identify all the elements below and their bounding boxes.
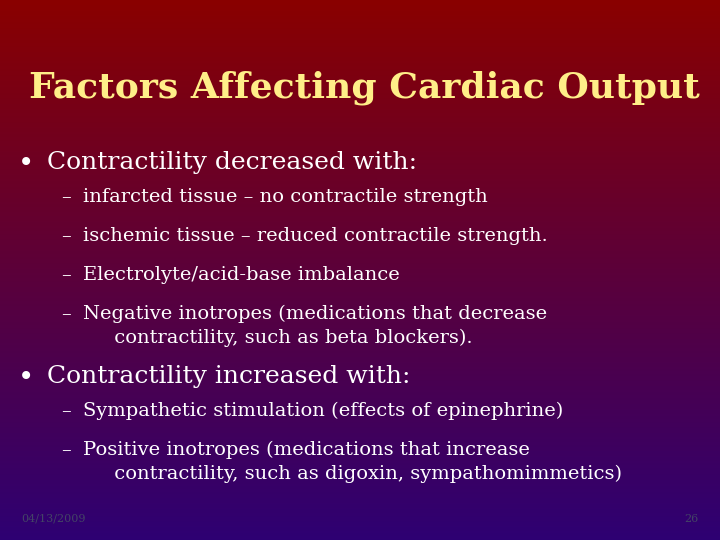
- Text: Positive inotropes (medications that increase
     contractility, such as digoxi: Positive inotropes (medications that inc…: [83, 441, 622, 483]
- Text: •: •: [18, 151, 35, 178]
- Text: –: –: [61, 227, 71, 245]
- Text: –: –: [61, 305, 71, 322]
- Text: Electrolyte/acid-base imbalance: Electrolyte/acid-base imbalance: [83, 266, 400, 284]
- Text: –: –: [61, 441, 71, 458]
- Text: –: –: [61, 266, 71, 284]
- Text: Negative inotropes (medications that decrease
     contractility, such as beta b: Negative inotropes (medications that dec…: [83, 305, 547, 347]
- Text: –: –: [61, 188, 71, 206]
- Text: –: –: [61, 402, 71, 420]
- Text: Sympathetic stimulation (effects of epinephrine): Sympathetic stimulation (effects of epin…: [83, 402, 563, 420]
- Text: 26: 26: [684, 514, 698, 524]
- Text: 04/13/2009: 04/13/2009: [22, 514, 86, 524]
- Text: •: •: [18, 365, 35, 392]
- Text: infarcted tissue – no contractile strength: infarcted tissue – no contractile streng…: [83, 188, 487, 206]
- Text: Contractility decreased with:: Contractility decreased with:: [47, 151, 417, 174]
- Text: ischemic tissue – reduced contractile strength.: ischemic tissue – reduced contractile st…: [83, 227, 547, 245]
- Text: Factors Affecting Cardiac Output: Factors Affecting Cardiac Output: [29, 70, 700, 105]
- Text: Contractility increased with:: Contractility increased with:: [47, 365, 410, 388]
